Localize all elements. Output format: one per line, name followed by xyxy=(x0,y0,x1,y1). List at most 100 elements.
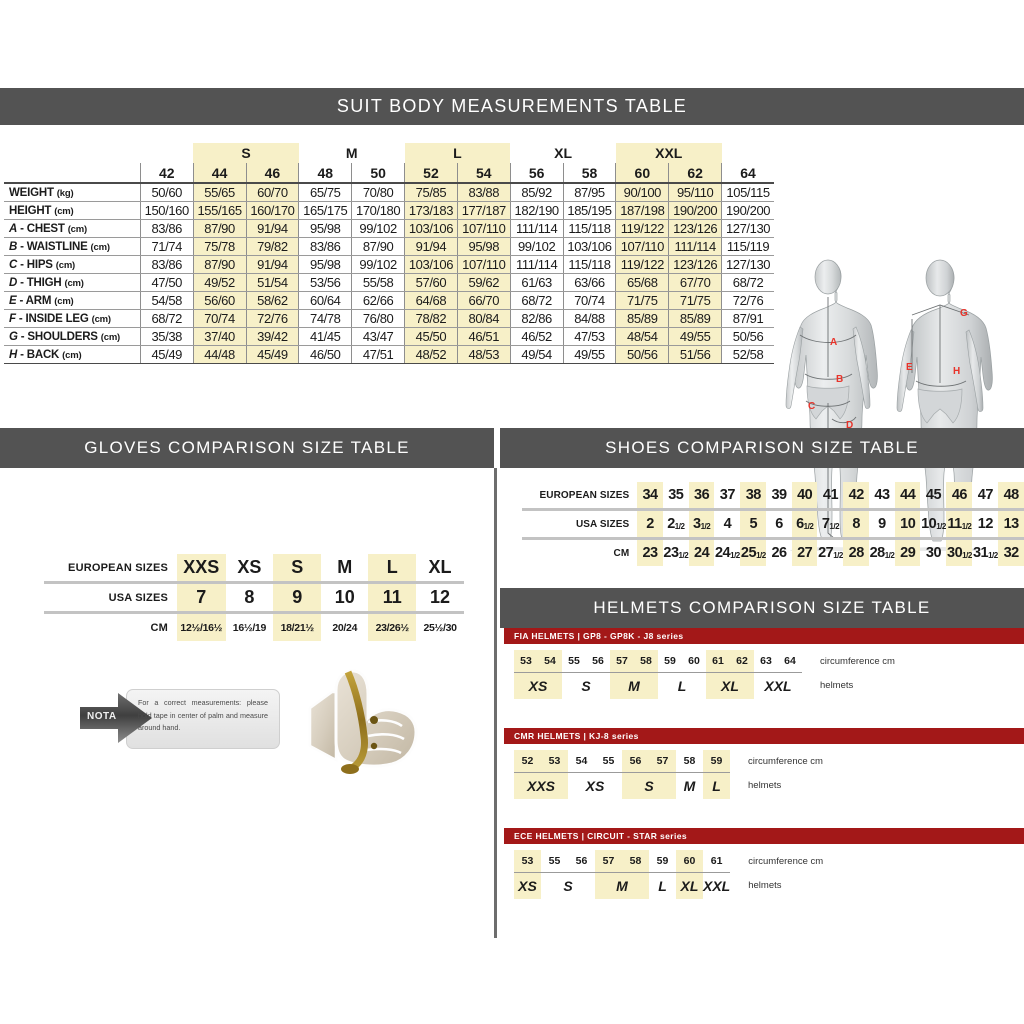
suit-cell: 107/110 xyxy=(456,219,511,238)
helmet-size-XL: XL xyxy=(706,672,754,699)
helmet-series-banner-1: CMR HELMETS | KJ-8 series xyxy=(504,728,1024,744)
suit-cell: 71/75 xyxy=(668,291,722,310)
suit-size-64: 64 xyxy=(721,163,774,184)
helmet-size-XS: XS xyxy=(514,672,562,699)
helmet-sizes-caption: helmets xyxy=(748,780,782,792)
suit-row-label: F - INSIDE LEG (cm) xyxy=(4,309,141,328)
suit-row-thigh: D - THIGH (cm) 47/50 49/52 51/54 53/56 55/58 5… xyxy=(4,273,774,292)
suit-cell: 48/53 xyxy=(456,345,511,364)
helmet-size-S: S xyxy=(622,772,676,799)
helmet-sizes-row: XS S M L XL XXL helmets xyxy=(514,872,823,899)
shoes-cell: 10 xyxy=(894,509,921,540)
helmet-size-XXS: XXS xyxy=(514,772,568,799)
helmet-circumference-row: 53 55 56 57 58 59 60 61 circumference cm xyxy=(514,850,823,873)
gloves-cell: 16½/19 xyxy=(232,621,267,634)
shoes-cell: 37 xyxy=(714,482,741,511)
suit-cell: 66/70 xyxy=(456,291,511,310)
helmet-size-M: M xyxy=(610,672,658,699)
suit-row-weight: WEIGHT (kg) 50/60 55/65 60/70 65/75 70/80 75/8… xyxy=(4,183,774,202)
suit-cell: 95/98 xyxy=(456,237,511,256)
header-label-cell xyxy=(4,163,141,184)
suit-cell: 91/94 xyxy=(404,237,458,256)
helmet-circumference-cell: 61 xyxy=(703,850,731,873)
suit-cell: 95/110 xyxy=(668,183,722,202)
helmet-circumference-caption: circumference cm xyxy=(748,855,824,867)
gloves-row-label: EUROPEAN SIZES xyxy=(44,554,178,584)
shoes-cell: 35 xyxy=(662,482,689,511)
helmet-circumference-cell: 55 xyxy=(541,850,568,873)
suit-cell: 68/72 xyxy=(509,291,564,310)
shoes-cell: 30 xyxy=(925,545,942,561)
suit-measurements-panel: S M L XL XXL 42 44 46 48 50 52 54 56 58 60 62 64 WEIGHT (… xyxy=(0,125,1024,555)
helmet-size-M: M xyxy=(683,778,696,794)
nota-text: For a correct measurements: please hold … xyxy=(138,698,268,733)
front-figure xyxy=(785,259,878,555)
suit-cell: 119/122 xyxy=(615,255,669,274)
shoes-cell: 8 xyxy=(843,509,869,540)
gloves-panel: EUROPEAN SIZES XXS XS S M L XL USA SIZES 7 8 9 10 11… xyxy=(0,468,494,788)
shoes-cell: 31/2 xyxy=(688,509,715,540)
suit-cell: 46/52 xyxy=(509,327,564,346)
suit-size-band-row: S M L XL XXL xyxy=(4,143,774,163)
helmet-circumference-cell: 64 xyxy=(778,650,802,673)
suit-cell: 87/95 xyxy=(562,183,616,202)
helmet-series-banner-2: ECE HELMETS | CIRCUIT - STAR series xyxy=(504,828,1024,844)
suit-cell: 55/65 xyxy=(192,183,246,202)
suit-cell: 54/58 xyxy=(139,291,194,310)
helmet-circumference-caption: circumference cm xyxy=(748,755,823,767)
gloves-cell: 12½/16½ xyxy=(177,612,226,641)
suit-cell: 160/170 xyxy=(245,201,299,220)
suit-cell: 85/89 xyxy=(615,309,669,328)
suit-cell: 170/180 xyxy=(351,201,405,220)
shoes-cell: 71/2 xyxy=(817,509,844,540)
helmet-block-0: 53 54 55 56 57 58 59 60 61 62 63 64 circumference cm… xyxy=(504,650,1024,699)
shoes-panel: EUROPEAN SIZES 34 35 36 37 38 39 40 41 42 43 44 45 46… xyxy=(500,468,1024,588)
shoes-cell: 21/2 xyxy=(662,509,689,540)
suit-size-band-XL: XL xyxy=(554,145,572,161)
shoes-cell: 45 xyxy=(920,482,947,511)
gloves-row-label: USA SIZES xyxy=(44,582,178,614)
suit-cell: 70/80 xyxy=(351,183,405,202)
suit-numeric-header-row: 42 44 46 48 50 52 54 56 58 60 62 64 xyxy=(4,163,774,184)
suit-row-label: A - CHEST (cm) xyxy=(4,219,141,238)
suit-row-label: HEIGHT (cm) xyxy=(4,201,141,220)
shoes-cell: 44 xyxy=(894,482,921,511)
shoes-title: SHOES COMPARISON SIZE TABLE xyxy=(605,438,919,457)
gloves-cell: XXS xyxy=(177,554,226,584)
helmet-circumference-cell: 55 xyxy=(595,750,622,773)
shoes-row-label: EUROPEAN SIZES xyxy=(522,482,638,511)
helmet-size-L: L xyxy=(703,772,730,799)
helmet-circumference-cell: 58 xyxy=(634,650,658,673)
suit-cell: 177/187 xyxy=(456,201,511,220)
gloves-cell: 18/21½ xyxy=(273,612,322,641)
suit-cell: 43/47 xyxy=(351,327,405,346)
shoes-cell: 5 xyxy=(740,509,767,540)
helmet-circumference-row: 53 54 55 56 57 58 59 60 61 62 63 64 circumference cm xyxy=(514,650,895,673)
shoes-cell: 6 xyxy=(766,509,792,540)
nota-callout: NOTA For a correct measurements: please … xyxy=(78,689,280,749)
suit-row-label: WEIGHT (kg) xyxy=(4,183,141,202)
suit-cell: 46/50 xyxy=(298,345,352,364)
helmet-circumference-cell: 52 xyxy=(514,750,541,773)
helmet-circumference-cell: 58 xyxy=(676,750,703,773)
suit-cell: 182/190 xyxy=(509,201,564,220)
suit-cell: 49/54 xyxy=(509,345,564,364)
helmet-circumference-cell: 61 xyxy=(706,650,730,673)
helmet-circumference-caption: circumference cm xyxy=(820,655,895,667)
shoes-row-label: USA SIZES xyxy=(522,509,638,540)
shoes-cell: 9 xyxy=(868,509,895,540)
suit-cell: 127/130 xyxy=(721,255,774,274)
suit-cell: 41/45 xyxy=(298,327,352,346)
suit-cell: 119/122 xyxy=(615,219,669,238)
suit-cell: 87/90 xyxy=(192,255,246,274)
helmet-size-XXL: XXL xyxy=(703,878,731,894)
suit-size-band-L: L xyxy=(404,143,511,163)
suit-cell: 59/62 xyxy=(456,273,511,292)
suit-cell: 74/78 xyxy=(298,309,352,328)
helmet-block-2: 53 55 56 57 58 59 60 61 circumference cm XS S M L XL X… xyxy=(504,850,1024,899)
suit-cell: 67/70 xyxy=(668,273,722,292)
suit-cell: 47/51 xyxy=(351,345,405,364)
suit-cell: 44/48 xyxy=(192,345,246,364)
helmet-circumference-cell: 62 xyxy=(730,650,754,673)
shoes-european-row: EUROPEAN SIZES 34 35 36 37 38 39 40 41 42 43 44 45 46… xyxy=(522,482,1024,511)
